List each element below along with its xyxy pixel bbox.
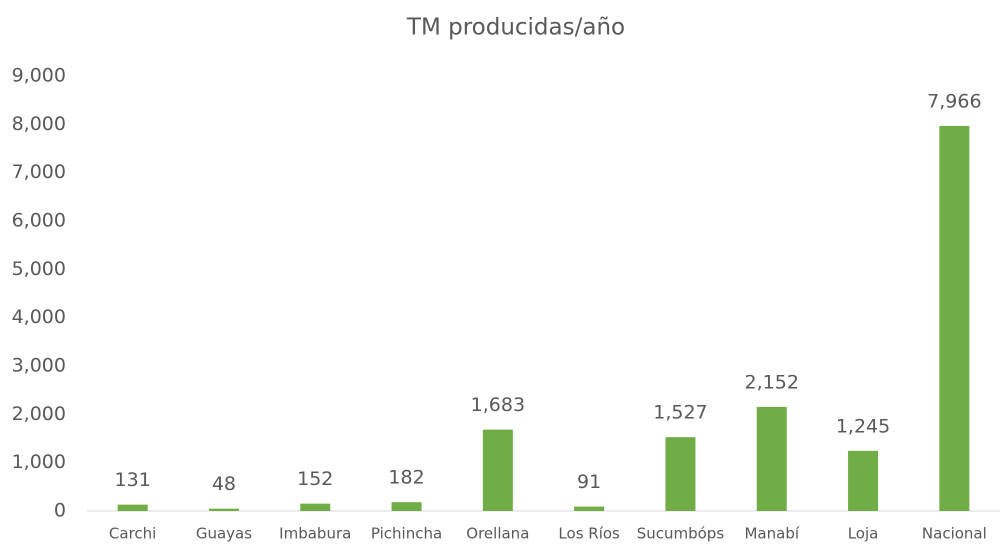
data-label: 131 [115,469,151,491]
y-tick-label: 2,000 [12,403,66,425]
data-label: 48 [212,473,236,495]
x-tick-label: Sucumbóps [637,525,725,543]
y-tick-label: 6,000 [12,210,66,232]
y-tick-label: 4,000 [12,306,66,328]
data-label: 152 [297,468,333,490]
y-tick-label: 0 [54,500,66,522]
data-label: 1,527 [653,402,707,424]
x-tick-label: Los Ríos [558,525,620,543]
y-tick-label: 3,000 [12,355,66,377]
x-tick-label: Orellana [466,525,529,543]
y-tick-label: 8,000 [12,113,66,135]
x-tick-label: Guayas [196,525,252,543]
data-label: 2,152 [745,371,799,393]
bar [665,437,696,511]
y-tick-label: 1,000 [12,451,66,473]
data-label: 1,683 [471,394,525,416]
bar [208,508,239,511]
x-tick-label: Nacional [922,525,987,543]
bar [391,502,422,511]
bar [300,503,331,511]
x-tick-label: Pichincha [371,525,442,543]
bar [756,406,787,511]
x-tick-label: Carchi [109,525,156,543]
bar [939,125,970,511]
y-tick-label: 9,000 [12,65,66,87]
data-label: 1,245 [836,415,890,437]
chart-title: TM producidas/año [406,15,625,41]
x-tick-label: Imbabura [279,525,351,543]
bar [482,429,513,511]
data-label: 91 [577,471,601,493]
x-tick-label: Manabí [744,525,799,543]
data-label: 182 [388,467,424,489]
bar [848,450,879,511]
bar [117,504,148,511]
y-tick-label: 5,000 [12,258,66,280]
data-label: 7,966 [927,90,981,112]
bar [574,506,605,511]
x-tick-label: Loja [848,525,879,543]
y-tick-label: 7,000 [12,161,66,183]
